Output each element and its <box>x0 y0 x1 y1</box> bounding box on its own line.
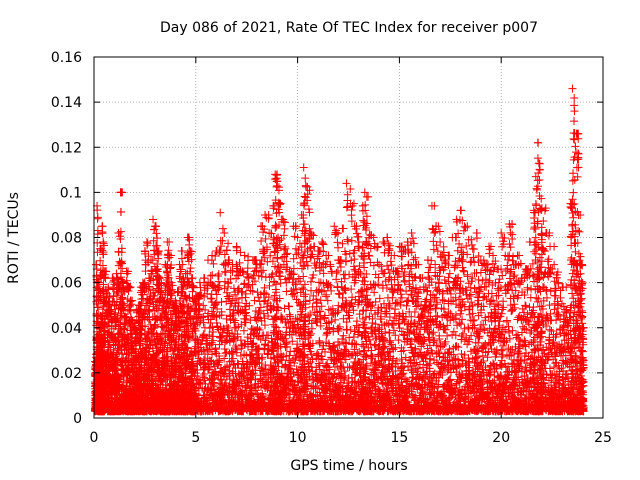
data-point <box>117 273 126 282</box>
data-point <box>108 284 117 293</box>
data-point <box>93 230 102 239</box>
data-point <box>250 296 259 305</box>
data-point <box>218 224 227 233</box>
data-point <box>105 299 114 308</box>
data-point <box>120 324 129 333</box>
data-point <box>104 340 113 349</box>
data-point <box>117 258 126 267</box>
data-point <box>209 259 218 268</box>
data-point <box>101 274 110 283</box>
data-point <box>280 224 289 233</box>
data-point <box>220 250 229 259</box>
data-point <box>117 248 126 257</box>
data-point <box>257 236 266 245</box>
data-point <box>214 271 223 280</box>
data-point <box>265 281 274 290</box>
data-point <box>117 207 126 216</box>
data-point <box>105 291 114 300</box>
data-point <box>98 261 107 270</box>
data-point <box>99 280 108 289</box>
data-point <box>208 271 217 280</box>
data-point <box>222 246 231 255</box>
data-point <box>185 240 194 249</box>
data-point <box>186 264 195 273</box>
data-point <box>232 294 241 303</box>
data-point <box>199 301 208 310</box>
data-point <box>102 311 111 320</box>
data-point <box>104 322 113 331</box>
data-points <box>91 84 588 416</box>
data-point <box>152 266 161 275</box>
data-point <box>113 344 122 353</box>
data-point <box>122 276 131 285</box>
data-point <box>118 303 127 312</box>
data-point <box>122 334 131 343</box>
data-point <box>176 267 185 276</box>
data-point <box>291 224 300 233</box>
data-point <box>99 239 108 248</box>
data-point <box>125 301 134 310</box>
data-point <box>123 269 132 278</box>
data-point <box>118 294 127 303</box>
data-point <box>257 259 266 268</box>
data-point <box>96 256 105 265</box>
data-point <box>118 264 127 273</box>
data-point <box>93 238 102 247</box>
data-point <box>200 369 209 378</box>
data-point <box>94 303 103 312</box>
data-point <box>112 354 121 363</box>
data-point <box>212 290 221 299</box>
data-point <box>99 248 108 257</box>
data-point <box>93 213 102 222</box>
data-point <box>285 302 294 311</box>
data-point <box>271 322 280 331</box>
data-point <box>260 283 269 292</box>
data-point <box>98 246 107 255</box>
data-point <box>220 344 229 353</box>
data-point <box>119 299 128 308</box>
data-point <box>100 270 109 279</box>
data-point <box>119 285 128 294</box>
data-point <box>95 284 104 293</box>
data-point <box>98 229 107 238</box>
data-point <box>214 270 223 279</box>
data-point <box>115 232 124 241</box>
